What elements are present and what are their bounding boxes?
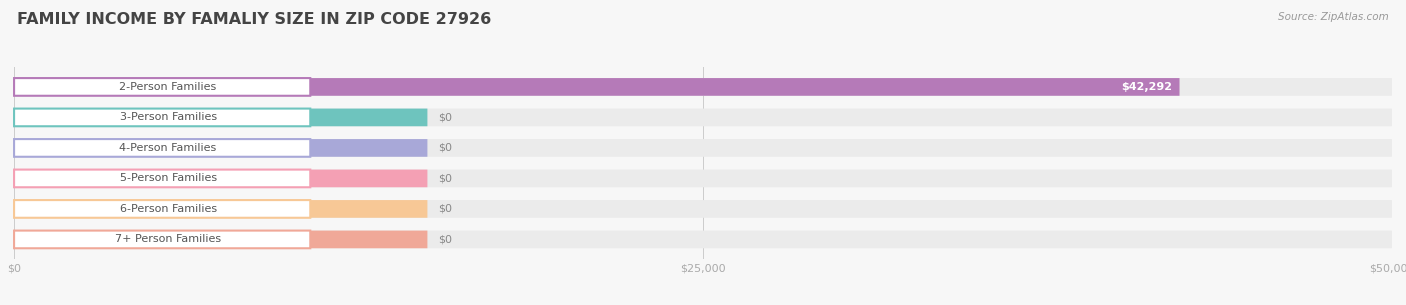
FancyBboxPatch shape <box>14 139 311 157</box>
FancyBboxPatch shape <box>14 139 1392 157</box>
Text: $0: $0 <box>439 143 453 153</box>
FancyBboxPatch shape <box>14 200 311 218</box>
Text: $0: $0 <box>439 204 453 214</box>
FancyBboxPatch shape <box>14 170 1392 187</box>
Text: 3-Person Families: 3-Person Families <box>120 113 217 122</box>
FancyBboxPatch shape <box>14 170 427 187</box>
Text: 7+ Person Families: 7+ Person Families <box>115 235 221 244</box>
FancyBboxPatch shape <box>14 139 427 157</box>
Text: 5-Person Families: 5-Person Families <box>120 174 217 183</box>
FancyBboxPatch shape <box>14 231 311 248</box>
FancyBboxPatch shape <box>14 109 311 126</box>
FancyBboxPatch shape <box>14 200 311 218</box>
FancyBboxPatch shape <box>14 200 427 218</box>
FancyBboxPatch shape <box>14 78 1180 96</box>
FancyBboxPatch shape <box>14 231 311 248</box>
FancyBboxPatch shape <box>14 231 427 248</box>
Text: $42,292: $42,292 <box>1122 82 1173 92</box>
FancyBboxPatch shape <box>14 139 311 157</box>
FancyBboxPatch shape <box>14 170 311 187</box>
Text: FAMILY INCOME BY FAMALIY SIZE IN ZIP CODE 27926: FAMILY INCOME BY FAMALIY SIZE IN ZIP COD… <box>17 12 491 27</box>
Text: $0: $0 <box>439 174 453 183</box>
Text: 2-Person Families: 2-Person Families <box>120 82 217 92</box>
FancyBboxPatch shape <box>14 200 1392 218</box>
FancyBboxPatch shape <box>14 109 1392 126</box>
Text: $0: $0 <box>439 113 453 122</box>
FancyBboxPatch shape <box>14 231 1392 248</box>
Text: Source: ZipAtlas.com: Source: ZipAtlas.com <box>1278 12 1389 22</box>
Text: 6-Person Families: 6-Person Families <box>120 204 217 214</box>
Text: $0: $0 <box>439 235 453 244</box>
FancyBboxPatch shape <box>14 109 311 126</box>
FancyBboxPatch shape <box>14 78 311 96</box>
FancyBboxPatch shape <box>14 78 1392 96</box>
FancyBboxPatch shape <box>14 78 311 96</box>
FancyBboxPatch shape <box>14 109 427 126</box>
Text: 4-Person Families: 4-Person Families <box>120 143 217 153</box>
FancyBboxPatch shape <box>14 170 311 187</box>
